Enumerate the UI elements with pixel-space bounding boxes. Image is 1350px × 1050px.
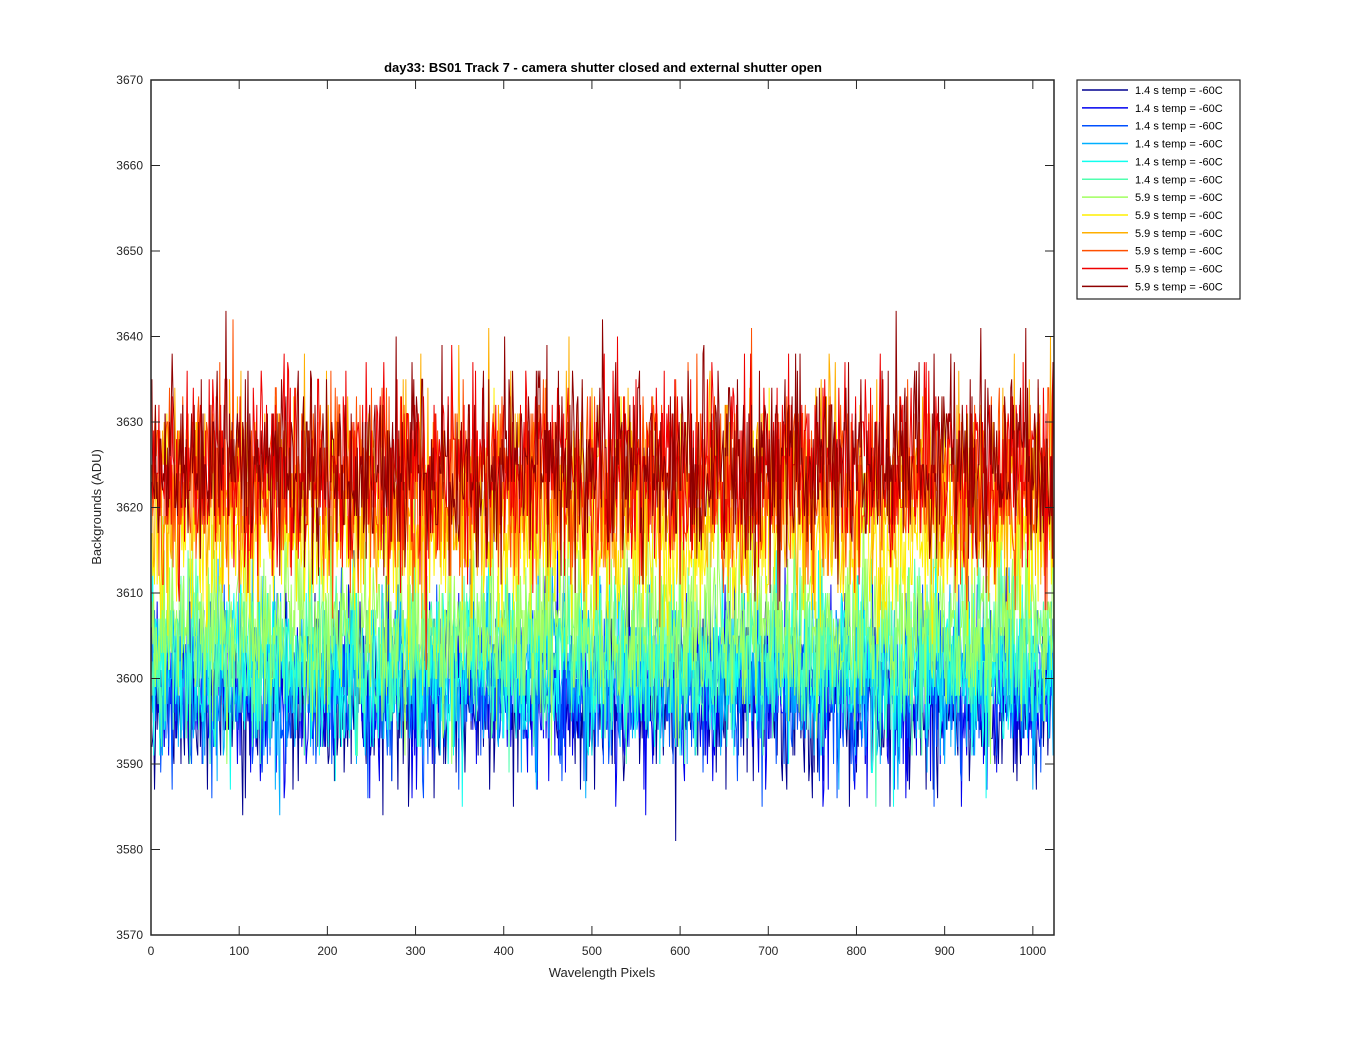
legend-entry-label: 1.4 s temp = -60C xyxy=(1135,103,1223,115)
series-line-7 xyxy=(151,464,1055,765)
legend-entry-label: 5.9 s temp = -60C xyxy=(1135,246,1223,258)
x-tick-label: 0 xyxy=(148,944,155,958)
y-tick-label: 3660 xyxy=(116,159,143,173)
y-tick-label: 3610 xyxy=(116,586,143,600)
x-tick-label: 700 xyxy=(758,944,778,958)
y-tick-label: 3600 xyxy=(116,672,143,686)
legend-entry-label: 5.9 s temp = -60C xyxy=(1135,210,1223,222)
legend-entry-label: 1.4 s temp = -60C xyxy=(1135,85,1223,97)
y-tick-label: 3650 xyxy=(116,244,143,258)
x-tick-label: 900 xyxy=(935,944,955,958)
y-tick-label: 3620 xyxy=(116,501,143,515)
y-tick-label: 3570 xyxy=(116,928,143,942)
series-line-12 xyxy=(151,310,1055,611)
x-axis-label: Wavelength Pixels xyxy=(549,965,656,980)
y-tick-label: 3670 xyxy=(116,73,143,87)
y-axis-label: Backgrounds (ADU) xyxy=(89,449,104,565)
x-tick-label: 800 xyxy=(846,944,866,958)
x-tick-label: 400 xyxy=(494,944,514,958)
legend-entry-label: 1.4 s temp = -60C xyxy=(1135,121,1223,133)
series-lines xyxy=(151,310,1055,841)
legend-entry-label: 5.9 s temp = -60C xyxy=(1135,281,1223,293)
x-tick-label: 600 xyxy=(670,944,690,958)
legend-entry-label: 1.4 s temp = -60C xyxy=(1135,174,1223,186)
y-tick-label: 3630 xyxy=(116,415,143,429)
x-tick-label: 500 xyxy=(582,944,602,958)
legend-entry-label: 1.4 s temp = -60C xyxy=(1135,139,1223,151)
x-tick-label: 200 xyxy=(317,944,337,958)
legend-box xyxy=(1076,79,1241,300)
plot-frame xyxy=(150,79,1055,936)
y-tick-label: 3590 xyxy=(116,757,143,771)
legend-entry-label: 5.9 s temp = -60C xyxy=(1135,192,1223,204)
legend-entry-label: 1.4 s temp = -60C xyxy=(1135,156,1223,168)
legend-entry-label: 5.9 s temp = -60C xyxy=(1135,228,1223,240)
axis-ticks: 0 100 200 300 400 500 600 700 800 900 1000 3570 3580… xyxy=(116,73,1054,958)
y-tick-label: 3640 xyxy=(116,330,143,344)
chart-title: day33: BS01 Track 7 - camera shutter clo… xyxy=(384,60,822,75)
x-tick-label: 300 xyxy=(406,944,426,958)
legend: 1.4 s temp = -60C 1.4 s temp = -60C 1.4 s … xyxy=(1076,79,1241,300)
y-tick-label: 3580 xyxy=(116,843,143,857)
x-tick-label: 1000 xyxy=(1019,944,1046,958)
x-tick-label: 100 xyxy=(229,944,249,958)
legend-entry-label: 5.9 s temp = -60C xyxy=(1135,264,1223,276)
